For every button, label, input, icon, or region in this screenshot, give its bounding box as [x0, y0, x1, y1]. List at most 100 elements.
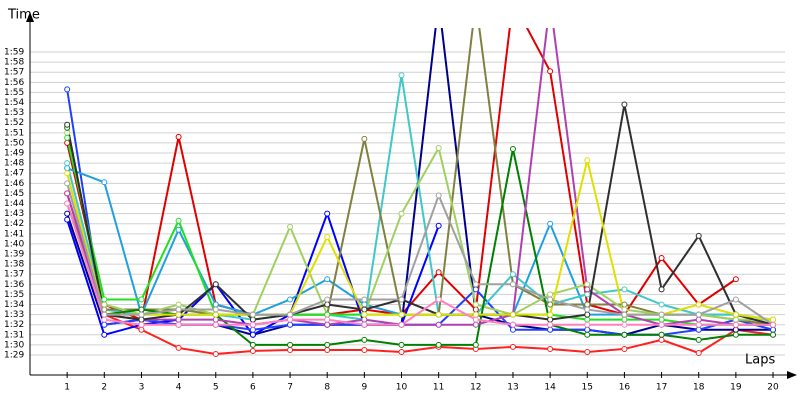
y-tick-label: 1:34	[4, 300, 24, 310]
data-point	[509, 311, 516, 318]
data-point	[361, 336, 368, 343]
y-tick-label: 1:40	[4, 239, 24, 249]
data-point	[361, 311, 368, 318]
data-point	[621, 321, 628, 328]
series-line	[66, 203, 774, 326]
data-point	[64, 160, 71, 167]
data-point	[64, 180, 71, 187]
data-point	[770, 331, 777, 338]
data-point	[584, 306, 591, 313]
data-point	[64, 139, 71, 146]
data-point	[473, 0, 478, 4]
data-point	[324, 321, 331, 328]
data-point	[621, 301, 628, 308]
series-line	[66, 183, 774, 326]
x-tick-label: 20	[767, 383, 779, 393]
data-point	[695, 232, 702, 239]
data-point	[249, 347, 256, 354]
data-point	[509, 271, 516, 278]
data-point	[212, 350, 219, 357]
x-tick-label: 7	[287, 383, 293, 393]
data-point	[398, 341, 405, 348]
data-point	[732, 276, 739, 283]
data-point	[101, 296, 108, 303]
x-tick-label: 1	[64, 383, 70, 393]
data-point	[509, 321, 516, 328]
y-tick-label: 1:58	[4, 58, 24, 68]
data-point	[732, 311, 739, 318]
data-point	[509, 343, 516, 350]
x-tick-label: 15	[582, 383, 593, 393]
data-point	[658, 316, 665, 323]
y-tick-label: 1:48	[4, 159, 24, 169]
data-point	[658, 321, 665, 328]
data-point	[249, 316, 256, 323]
data-point	[398, 348, 405, 355]
data-point	[64, 129, 71, 136]
data-point	[472, 316, 479, 323]
x-arrow	[787, 371, 797, 379]
y-tick-label: 1:55	[4, 88, 24, 98]
data-point	[324, 210, 331, 217]
y-tick-label: 1:52	[4, 118, 24, 128]
x-tick-label: 18	[693, 383, 705, 393]
data-point	[249, 311, 256, 318]
data-point	[584, 301, 591, 308]
data-point	[584, 331, 591, 338]
y-tick-label: 1:51	[4, 128, 24, 138]
data-point	[138, 321, 145, 328]
data-point	[584, 326, 591, 333]
data-point	[695, 311, 702, 318]
data-point	[584, 348, 591, 355]
data-point	[212, 306, 219, 313]
data-point	[547, 220, 554, 227]
data-point	[509, 145, 516, 152]
y-tick-label: 1:57	[4, 68, 24, 78]
data-point	[101, 301, 108, 308]
data-point	[621, 286, 628, 293]
data-point	[695, 349, 702, 356]
data-point	[324, 296, 331, 303]
data-point	[175, 311, 182, 318]
data-point	[472, 281, 479, 288]
data-point	[547, 68, 554, 75]
data-point	[175, 301, 182, 308]
data-point	[547, 316, 554, 323]
data-point	[287, 346, 294, 353]
data-point	[287, 316, 294, 323]
y-tick-label: 1:50	[4, 138, 24, 148]
y-tick-label: 1:54	[4, 98, 24, 108]
data-point	[249, 321, 256, 328]
data-point	[212, 281, 219, 288]
data-point	[175, 133, 182, 140]
data-point	[621, 311, 628, 318]
data-point	[435, 192, 442, 199]
x-tick-label: 6	[250, 383, 256, 393]
series-line	[66, 159, 774, 321]
data-point	[361, 301, 368, 308]
data-point	[64, 216, 71, 223]
series-line	[66, 89, 774, 336]
data-point	[249, 341, 256, 348]
y-tick-label: 1:30	[4, 340, 24, 350]
data-point	[361, 135, 368, 142]
y-tick-label: 1:45	[4, 189, 24, 199]
data-point	[547, 296, 554, 303]
data-point	[584, 311, 591, 318]
y-tick-label: 1:42	[4, 219, 24, 229]
x-tick-label: 3	[139, 383, 145, 393]
data-point	[175, 344, 182, 351]
series-line	[66, 104, 774, 326]
data-point	[398, 321, 405, 328]
data-point	[175, 306, 182, 313]
data-point	[361, 321, 368, 328]
data-point	[621, 101, 628, 108]
data-point	[175, 321, 182, 328]
x-tick-label: 16	[619, 383, 631, 393]
data-point	[435, 341, 442, 348]
data-point	[324, 233, 331, 240]
data-point	[361, 346, 368, 353]
data-point	[658, 301, 665, 308]
data-point	[695, 326, 702, 333]
x-tick-label: 19	[730, 383, 742, 393]
